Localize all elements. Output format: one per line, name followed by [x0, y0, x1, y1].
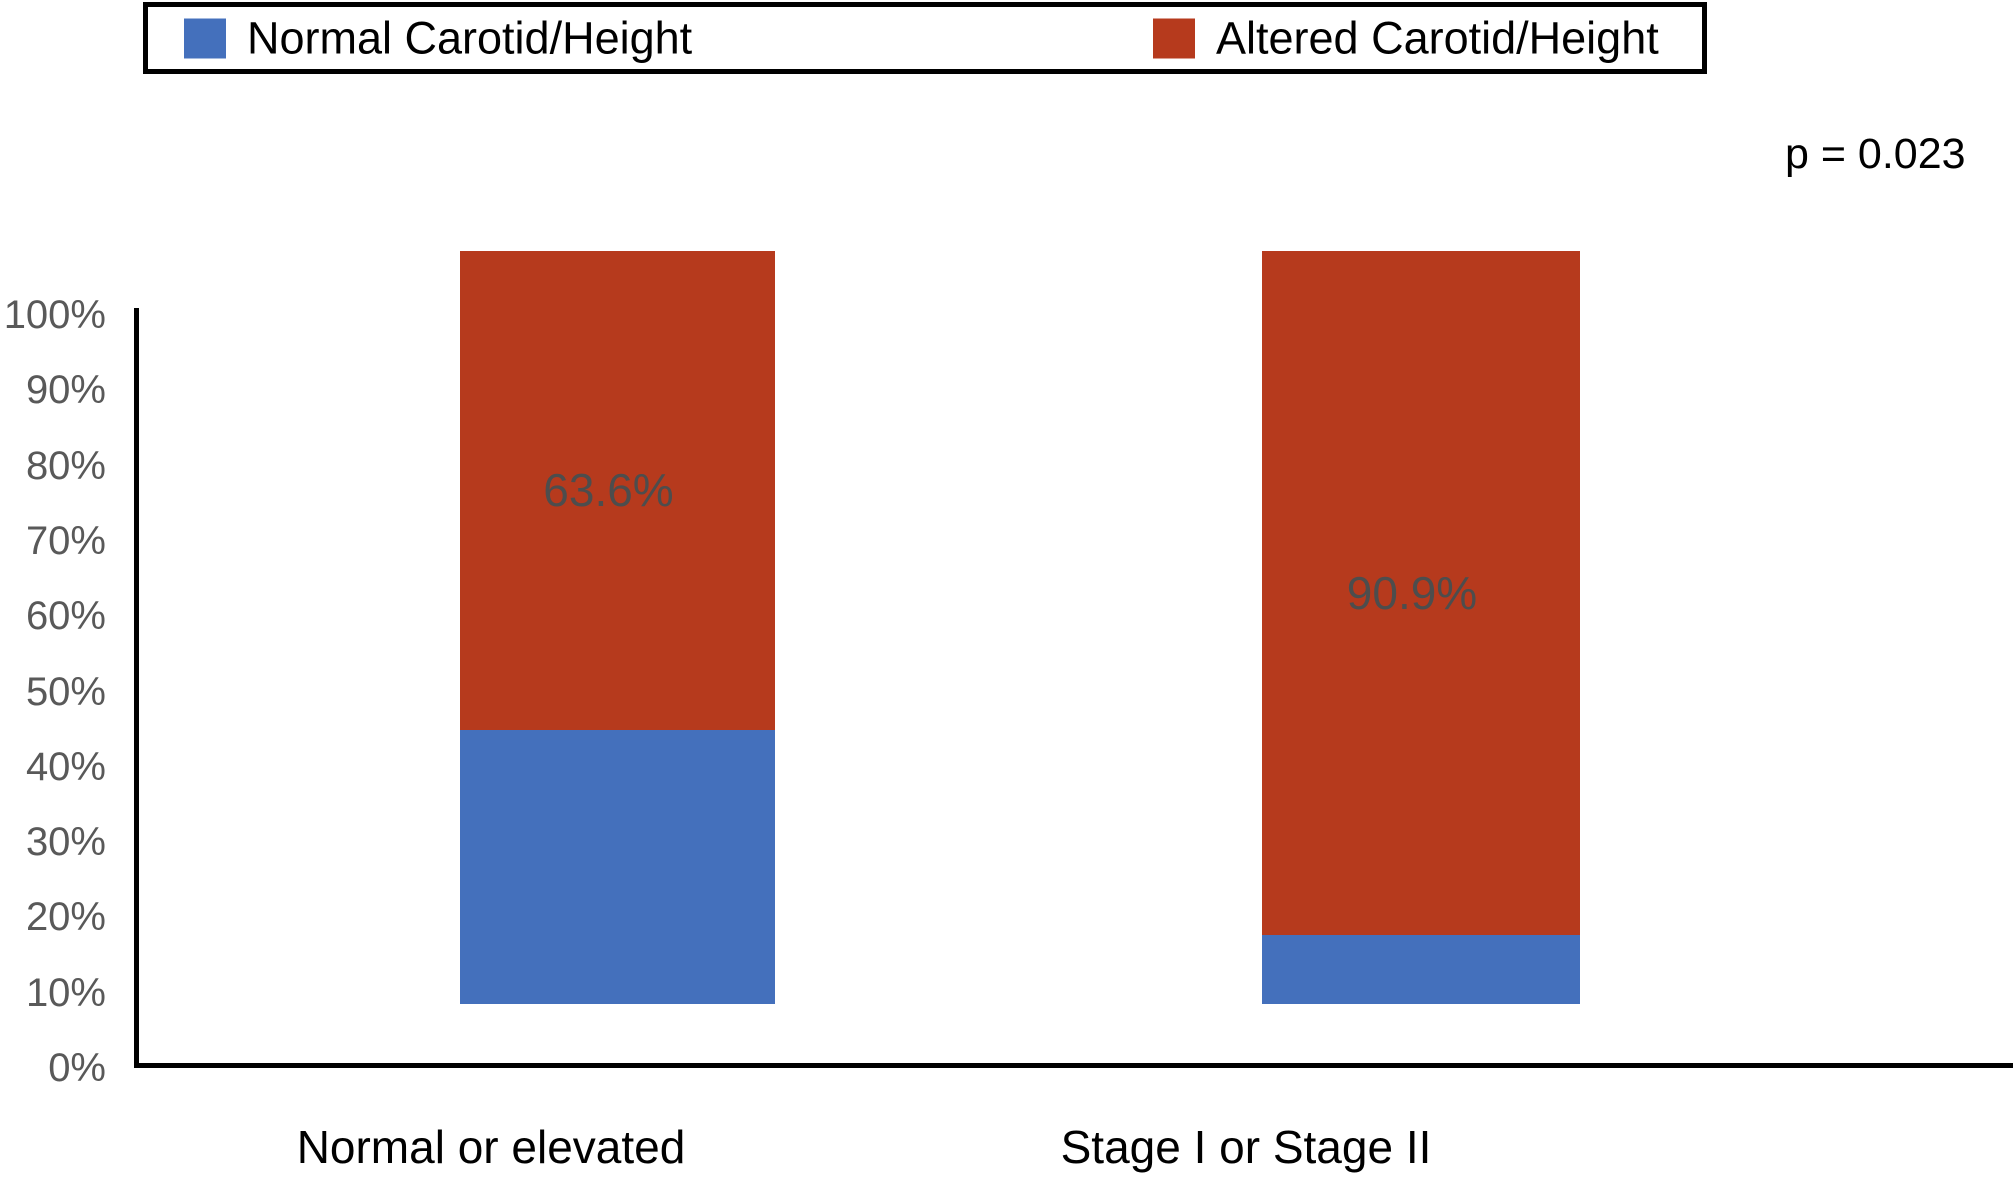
legend-label-normal: Normal Carotid/Height	[247, 12, 693, 64]
y-tick-label: 0%	[48, 1046, 106, 1090]
legend-swatch-red-icon	[1153, 18, 1195, 58]
y-tick-label: 90%	[25, 368, 106, 413]
legend-label-altered: Altered Carotid/Height	[1216, 12, 1659, 64]
legend-swatch-blue-icon	[184, 18, 226, 58]
y-tick-label: 30%	[25, 820, 106, 865]
x-axis-line	[134, 1063, 2013, 1068]
legend-item-normal: Normal Carotid/Height	[184, 16, 692, 61]
y-tick-label: 20%	[25, 895, 106, 940]
bar-segment-altered: 63.6%	[460, 251, 775, 730]
bar-segment-normal	[460, 729, 775, 1004]
p-value-annotation: p = 0.023	[1785, 130, 1966, 178]
legend: Normal Carotid/Height Altered Carotid/He…	[143, 2, 1707, 74]
y-axis-tick-labels: 0% 10% 20% 30% 40% 50% 60% 70% 80% 90% 100%	[0, 295, 106, 1088]
bar-normal-or-elevated: 63.6%	[460, 251, 775, 1004]
bar-stage-i-or-ii: 90.9%	[1262, 251, 1580, 1004]
bar-value-label: 63.6%	[543, 464, 674, 517]
plot-area: 63.6% 90.9%	[0, 251, 2013, 1068]
y-tick-label: 10%	[25, 970, 106, 1015]
y-tick-label: 80%	[25, 443, 106, 488]
category-label-stage-i-or-ii: Stage I or Stage II	[1060, 1121, 1432, 1173]
legend-item-altered: Altered Carotid/Height	[1153, 16, 1659, 61]
y-tick-label: 60%	[25, 594, 106, 639]
y-tick-label: 100%	[3, 293, 106, 337]
bar-segment-altered: 90.9%	[1262, 251, 1580, 936]
bar-value-label: 90.9%	[1346, 567, 1478, 620]
y-tick-label: 50%	[25, 669, 106, 714]
y-tick-label: 40%	[25, 744, 106, 789]
category-label-normal-or-elevated: Normal or elevated	[296, 1121, 686, 1173]
y-tick-label: 70%	[25, 518, 106, 563]
bar-segment-normal	[1262, 935, 1580, 1004]
y-axis-line	[134, 308, 139, 1068]
